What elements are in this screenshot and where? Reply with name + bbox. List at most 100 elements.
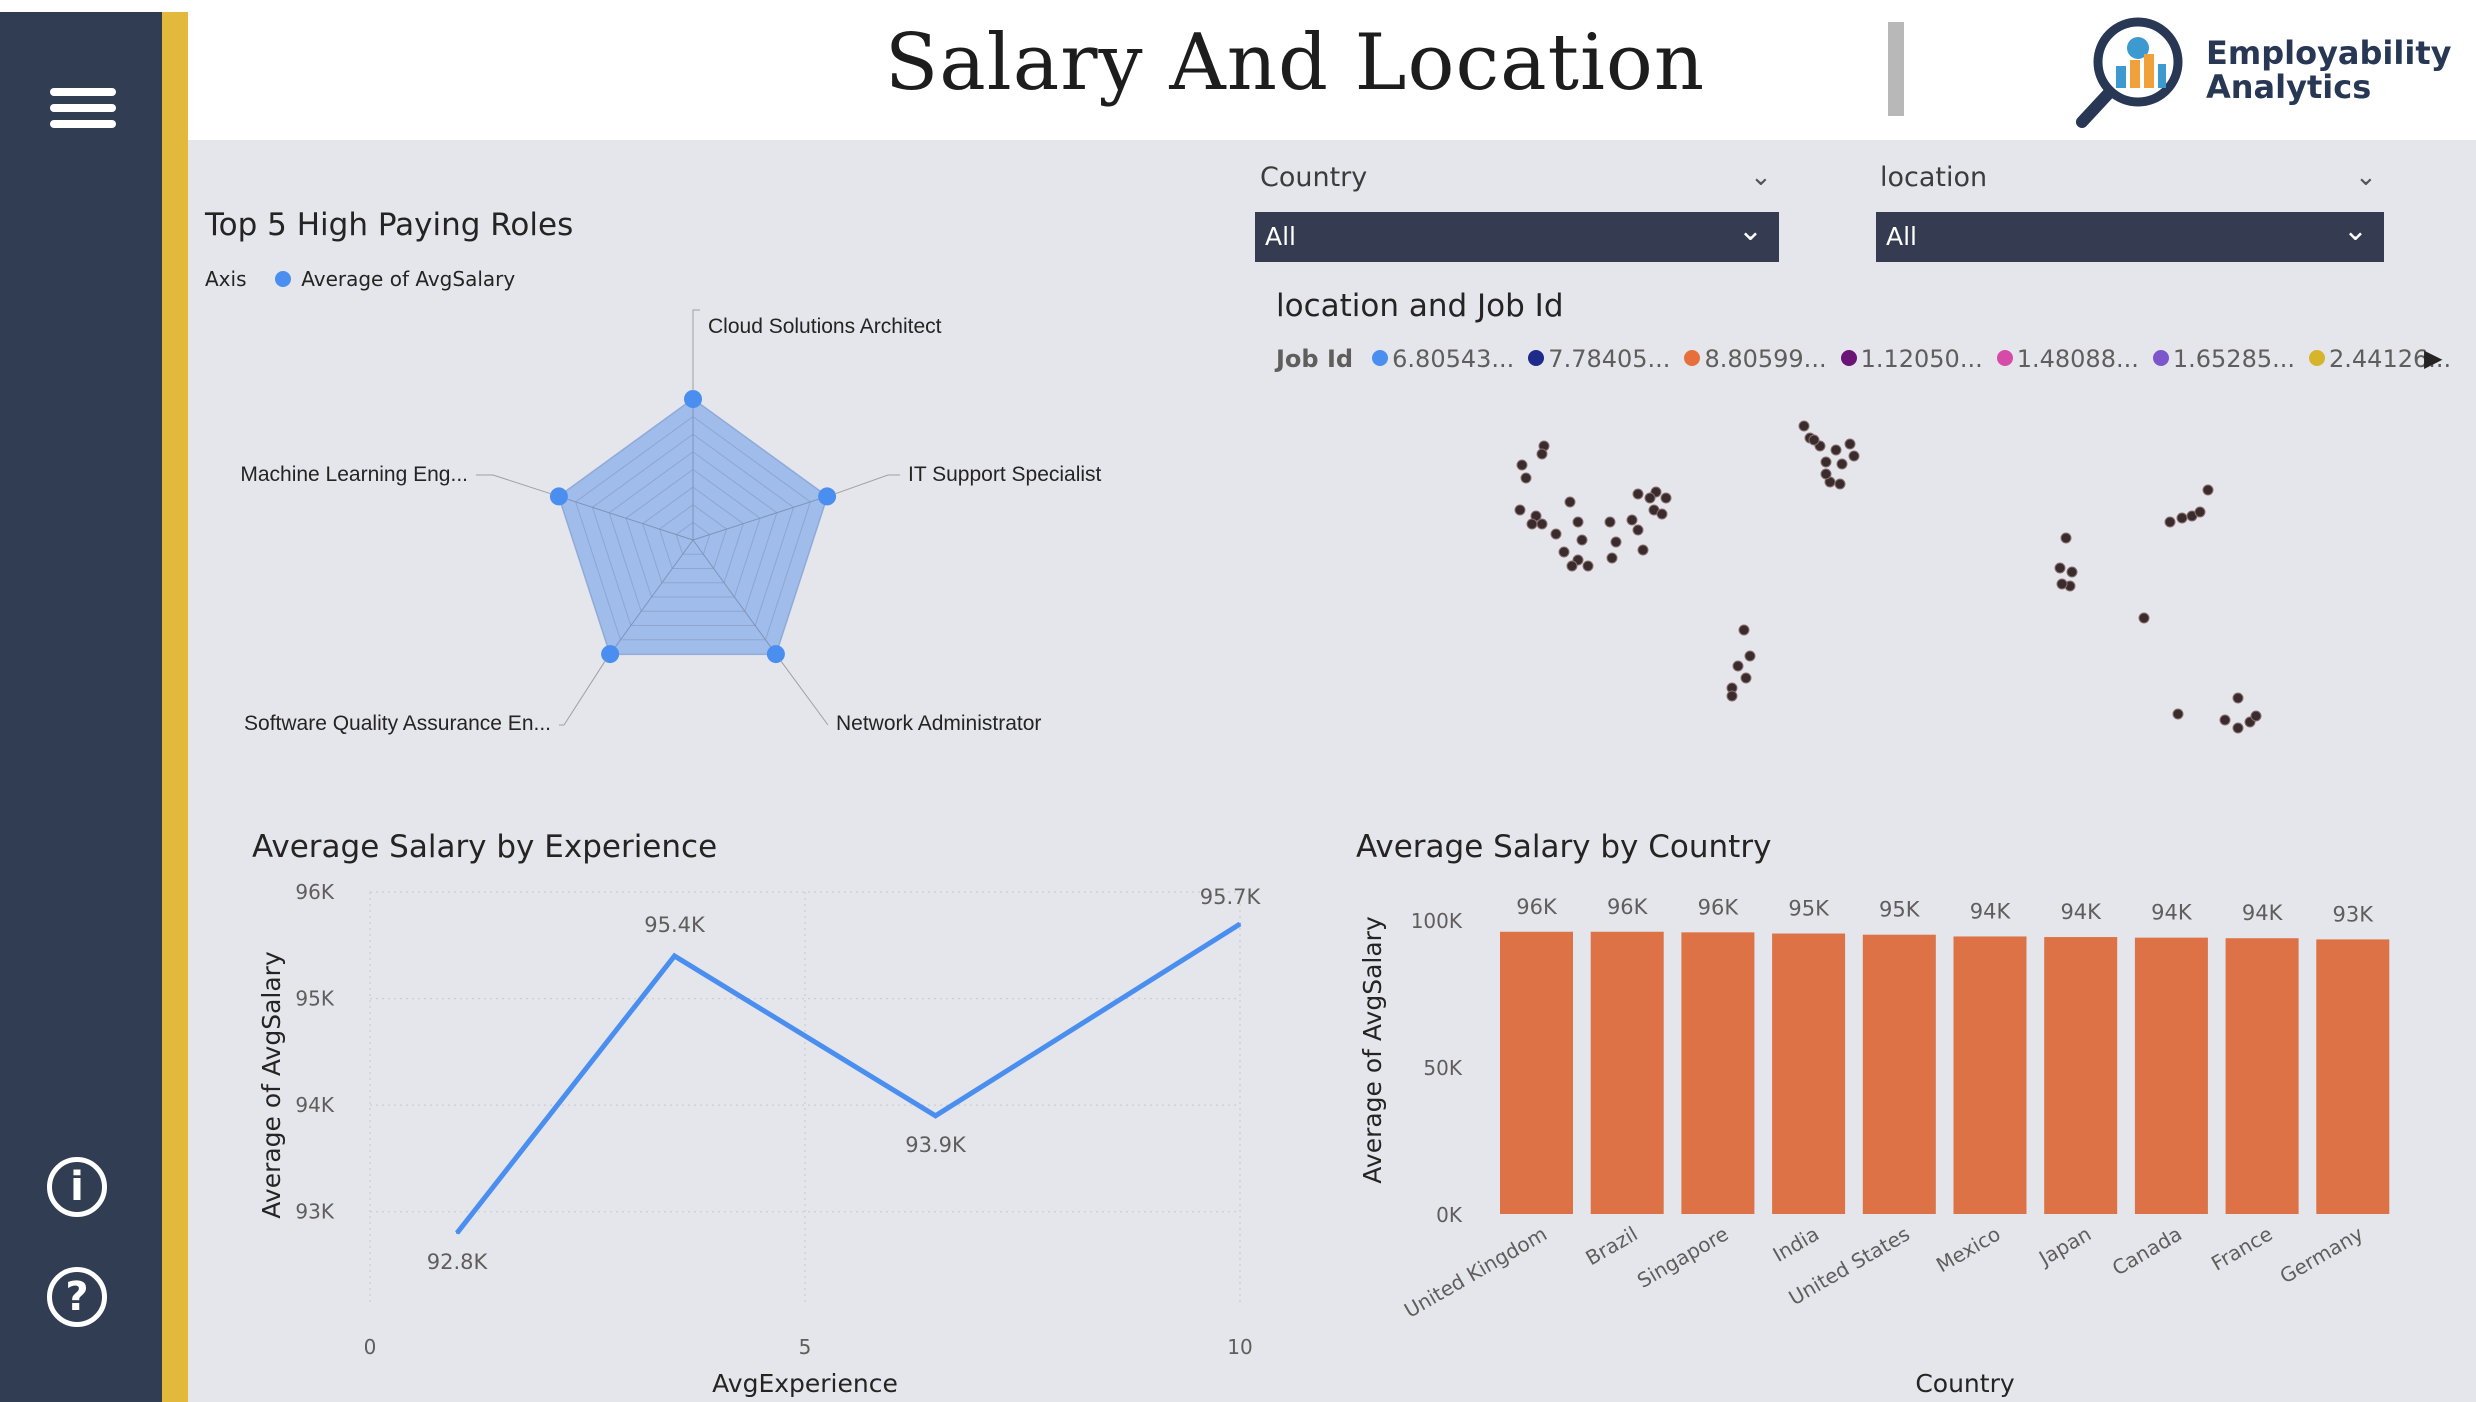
bar-chart-title: Average Salary by Country	[1356, 829, 1772, 865]
legend-label: 1.48088...	[2016, 345, 2139, 373]
divider	[1888, 22, 1904, 116]
country-dropdown-value: All	[1265, 222, 1296, 251]
radar-chart: Cloud Solutions Architect IT Support Spec…	[240, 309, 1102, 735]
radar-category-label: Cloud Solutions Architect	[708, 315, 942, 338]
map-scatter	[1514, 420, 2262, 734]
legend-axis-label: Axis	[205, 267, 247, 291]
data-label: 93.9K	[905, 1133, 967, 1157]
radar-point	[766, 645, 785, 664]
country-dropdown[interactable]: All ⌄	[1255, 212, 1779, 262]
x-tick-label: India	[1769, 1222, 1824, 1267]
legend-item: 7.78405...	[1528, 345, 1670, 373]
radar-point	[684, 390, 702, 408]
line-chart-title: Average Salary by Experience	[252, 829, 718, 865]
legend-label: 1.65285...	[2172, 345, 2295, 373]
hamburger-icon[interactable]	[0, 74, 162, 144]
bar	[1500, 931, 1573, 1214]
legend-item: 2.44126...	[2309, 345, 2451, 373]
sidebar: i ?	[0, 12, 162, 1402]
help-icon[interactable]: ?	[47, 1267, 107, 1327]
data-label: 96K	[1516, 895, 1558, 919]
y-tick-label: 50K	[1423, 1056, 1462, 1080]
line-point	[934, 1114, 937, 1117]
legend-label: 6.80543...	[1392, 345, 1515, 373]
radar-leader-line	[692, 309, 700, 391]
data-label: 96K	[1698, 895, 1740, 919]
y-axis-label: Average of AvgSalary	[257, 951, 286, 1219]
radar-grid-ring	[608, 451, 778, 612]
legend-dot	[2309, 350, 2325, 366]
legend-dot	[1684, 350, 1701, 366]
legend-label: 2.44126...	[2329, 345, 2452, 373]
y-tick-label: 100K	[1411, 909, 1463, 933]
legend-dot	[1528, 350, 1545, 366]
legend-item: 8.80599...	[1684, 345, 1827, 373]
legend-dot	[274, 270, 291, 287]
bar	[1772, 933, 1846, 1214]
data-label: 96K	[1607, 895, 1649, 919]
y-tick-label: 95K	[295, 987, 334, 1011]
legend-item: 6.80543...	[1372, 345, 1514, 373]
radar-grid-ring	[591, 433, 795, 627]
line-point	[673, 954, 676, 957]
map-legend: Job Id 6.80543... 7.78405... 8.80599... 1.1…	[1276, 345, 2451, 373]
data-label: 95K	[1879, 898, 1921, 922]
radar-legend: Axis Average of AvgSalary	[205, 267, 515, 291]
radar-category-label: Network Administrator	[836, 712, 1041, 735]
radar-grid-ring	[558, 398, 828, 655]
radar-category-label: IT Support Specialist	[908, 463, 1102, 486]
chevron-down-icon: ⌄	[2342, 213, 2368, 248]
radar-leader-line	[780, 660, 829, 726]
chevron-down-icon: ⌄	[1737, 213, 1763, 248]
chevron-down-icon[interactable]: ⌄	[2355, 162, 2377, 192]
x-tick-label: 10	[1227, 1335, 1252, 1359]
location-dropdown[interactable]: All ⌄	[1876, 212, 2384, 262]
data-label: 94K	[2242, 901, 2284, 925]
radar-category-label: Software Quality Assurance En...	[244, 712, 551, 735]
legend-dot	[2152, 350, 2169, 366]
radar-spoke	[692, 539, 777, 655]
x-tick-label: Germany	[2276, 1221, 2368, 1288]
line-series	[455, 921, 1242, 1235]
radar-grid-ring	[575, 416, 811, 641]
map-points	[1514, 420, 2262, 734]
radar-grid-ring	[642, 486, 744, 584]
bar	[1681, 932, 1755, 1214]
data-label: 95.7K	[1200, 885, 1262, 909]
bar	[2044, 937, 2118, 1214]
x-tick-label: France	[2207, 1222, 2277, 1276]
data-label: 94K	[2151, 901, 2193, 925]
x-tick-label: Mexico	[1932, 1222, 2004, 1278]
radar-grid-ring	[675, 521, 711, 555]
radar-spoke	[609, 539, 694, 655]
page-title: Salary And Location	[884, 18, 1706, 108]
analytics-logo-icon	[2076, 17, 2183, 128]
legend-title: Job Id	[1276, 345, 1354, 373]
radar-grid-ring	[625, 468, 761, 598]
logo-line-1: Employability	[2206, 34, 2452, 72]
radar-grid-ring	[658, 504, 728, 570]
map-title: location and Job Id	[1276, 288, 1564, 324]
radar-title: Top 5 High Paying Roles	[205, 207, 574, 243]
y-tick-label: 0K	[1436, 1203, 1463, 1227]
legend-series-label: Average of AvgSalary	[301, 267, 516, 291]
legend-label: 8.80599...	[1704, 345, 1827, 373]
bar	[1862, 934, 1936, 1214]
y-tick-label: 93K	[295, 1200, 334, 1224]
x-tick-label: United Kingdom	[1400, 1222, 1551, 1323]
x-tick-label: 5	[799, 1335, 812, 1359]
data-label: 94K	[1970, 899, 2012, 923]
accent-strip	[162, 12, 188, 1402]
x-tick-label: Japan	[2033, 1222, 2095, 1272]
info-icon[interactable]: i	[47, 1157, 107, 1217]
line-point	[456, 1232, 458, 1235]
y-tick-label: 94K	[295, 1093, 334, 1117]
logo-text: Employability Analytics	[2206, 36, 2451, 104]
bar-chart: 100K 50K 0K 96K United Kingdom 96K Brazil 96K Si…	[1358, 895, 2390, 1398]
radar-category-label: Machine Learning Eng...	[240, 463, 468, 486]
line-chart: 96K 95K 94K 93K 0 5 10 92.8K 95.4K 93.9K 95.7K AvgE…	[257, 880, 1262, 1398]
chevron-down-icon[interactable]: ⌄	[1750, 162, 1772, 192]
y-axis-label: Average of AvgSalary	[1358, 916, 1387, 1184]
chevron-right-icon[interactable]: ▶	[2424, 344, 2443, 372]
legend-item: 1.48088...	[1996, 345, 2139, 373]
